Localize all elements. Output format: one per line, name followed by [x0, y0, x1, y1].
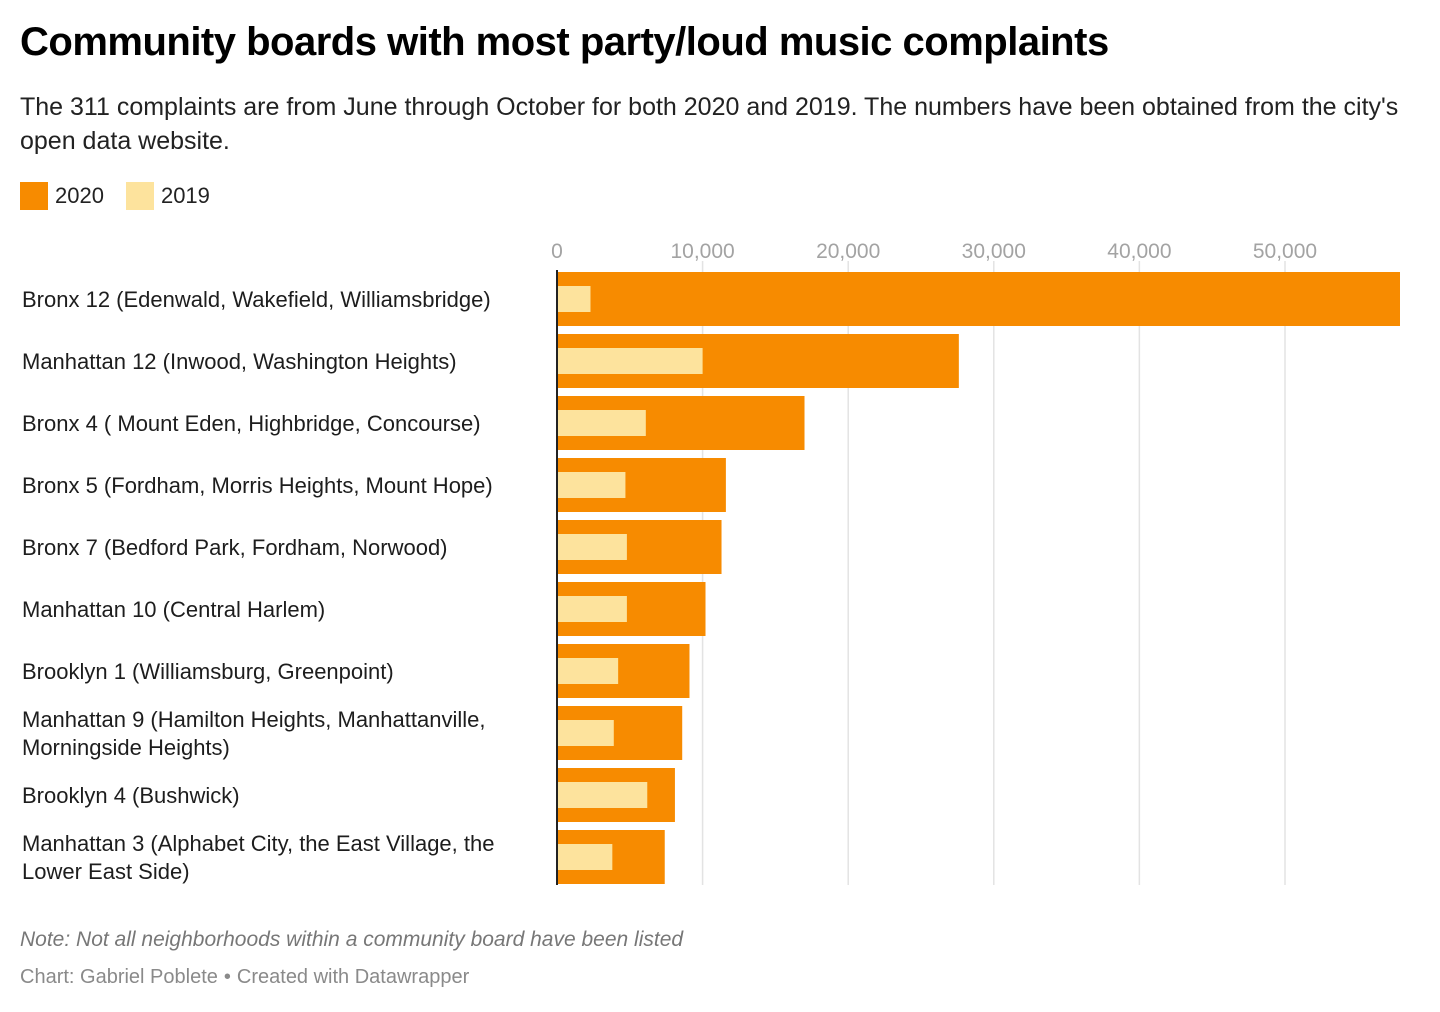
category-label: Bronx 12 (Edenwald, Wakefield, Williamsb… — [22, 287, 491, 312]
x-tick-label: 30,000 — [962, 240, 1026, 263]
chart-subtitle: The 311 complaints are from June through… — [20, 93, 1399, 155]
x-tick-label: 20,000 — [816, 240, 880, 263]
chart-credit: Chart: Gabriel Poblete • Created with Data… — [20, 966, 469, 989]
category-label: Bronx 4 ( Mount Eden, Highbridge, Concou… — [22, 411, 481, 436]
category-label: Manhattan 3 (Alphabet City, the East Vil… — [22, 831, 494, 884]
x-axis-ticks: 0 10,000 20,000 30,000 40,000 50,000 — [551, 240, 1317, 263]
legend-swatch-2019 — [125, 182, 154, 210]
bar-chart: 0 10,000 20,000 30,000 40,000 50,000 Bronx 12… — [22, 240, 1400, 885]
chart-title: Community boards with most party/loud mu… — [20, 20, 1109, 64]
legend-item-2019: 2019 — [125, 182, 210, 210]
legend-label-2019: 2019 — [160, 183, 210, 208]
x-tick-label: 50,000 — [1253, 240, 1317, 263]
bar-2019 — [557, 782, 648, 808]
legend-label-2020: 2020 — [55, 183, 104, 208]
category-label: Manhattan 12 (Inwood, Washington Heights… — [22, 349, 457, 374]
category-label: Brooklyn 1 (Williamsburg, Greenpoint) — [22, 659, 394, 684]
category-label: Bronx 5 (Fordham, Morris Heights, Mount … — [22, 473, 493, 498]
bar-2019 — [557, 596, 627, 622]
category-label: Bronx 7 (Bedford Park, Fordham, Norwood) — [22, 535, 448, 560]
bar-2019 — [557, 472, 626, 498]
chart-note: Note: Not all neighborhoods within a com… — [20, 928, 684, 951]
x-tick-label: 40,000 — [1107, 240, 1171, 263]
category-label: Manhattan 9 (Hamilton Heights, Manhattan… — [22, 707, 485, 760]
category-label: Brooklyn 4 (Bushwick) — [22, 783, 240, 808]
credit-tool: Created with Datawrapper — [236, 966, 470, 988]
credit-author: Chart: Gabriel Poblete — [20, 966, 218, 988]
category-label: Manhattan 10 (Central Harlem) — [22, 597, 325, 622]
category-labels: Bronx 12 (Edenwald, Wakefield, Williamsb… — [22, 287, 494, 884]
bar-2019 — [557, 720, 614, 746]
credit-separator: • — [223, 966, 231, 988]
x-tick-label: 0 — [551, 240, 563, 263]
bar-2019 — [557, 534, 627, 560]
legend-swatch-2020 — [20, 182, 48, 210]
x-tick-label: 10,000 — [670, 240, 734, 263]
bar-2019 — [557, 286, 591, 312]
legend-item-2020: 2020 — [20, 182, 104, 210]
bar-2019 — [557, 348, 703, 374]
bar-2019 — [557, 410, 646, 436]
bar-2019 — [557, 658, 619, 684]
legend: 2020 2019 — [20, 181, 232, 211]
bar-2020 — [557, 272, 1400, 326]
bar-2019 — [557, 844, 613, 870]
bars — [557, 272, 1400, 884]
